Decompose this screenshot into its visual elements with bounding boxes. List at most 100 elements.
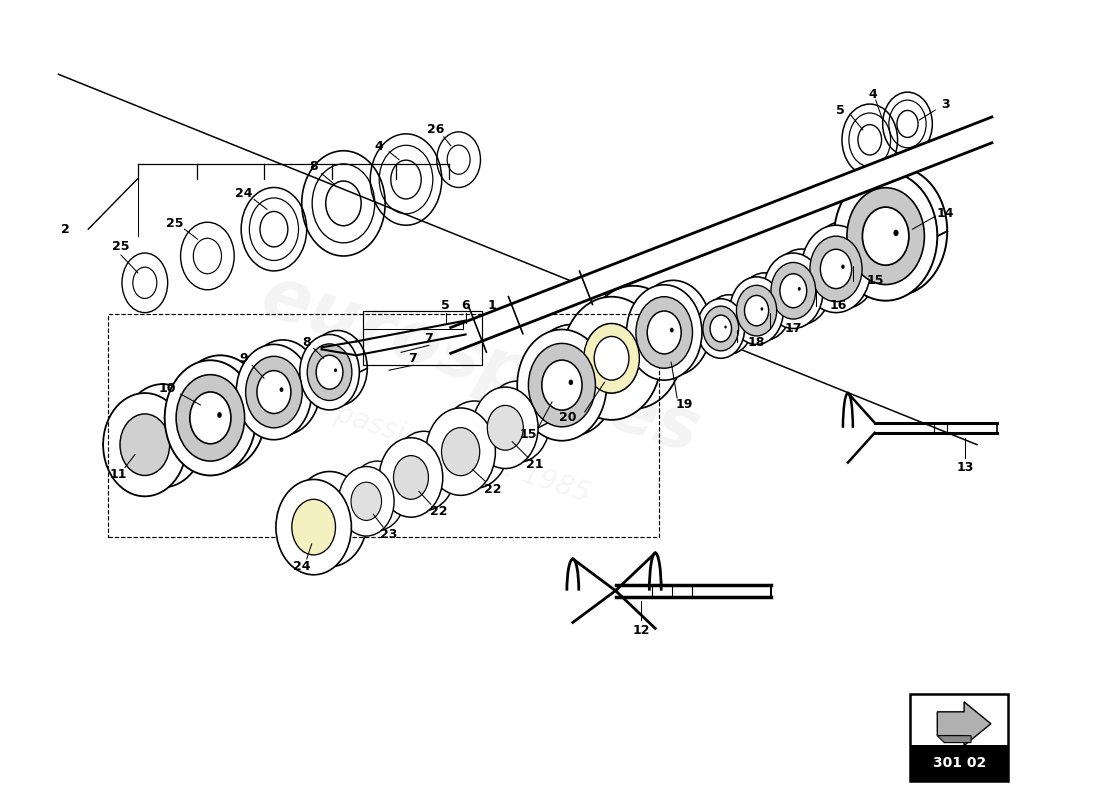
Ellipse shape: [542, 360, 582, 410]
Ellipse shape: [810, 222, 879, 309]
Text: 8: 8: [309, 160, 318, 173]
Ellipse shape: [308, 330, 367, 406]
Text: 3: 3: [940, 98, 949, 110]
Ellipse shape: [647, 311, 681, 354]
Ellipse shape: [711, 315, 732, 342]
Text: 15: 15: [867, 274, 884, 287]
Ellipse shape: [440, 401, 509, 488]
Bar: [363, 310, 483, 366]
Ellipse shape: [236, 344, 311, 440]
Ellipse shape: [350, 461, 405, 530]
Ellipse shape: [527, 325, 616, 436]
Text: 5: 5: [836, 103, 845, 117]
Text: 4: 4: [375, 140, 384, 154]
Ellipse shape: [771, 262, 815, 319]
Text: 7: 7: [408, 352, 417, 365]
Text: 20: 20: [559, 411, 576, 424]
Ellipse shape: [834, 171, 937, 301]
Text: 4: 4: [868, 88, 877, 101]
Text: 24: 24: [235, 187, 253, 200]
Ellipse shape: [406, 449, 441, 493]
Ellipse shape: [562, 297, 661, 420]
Ellipse shape: [670, 328, 673, 333]
Ellipse shape: [636, 297, 693, 368]
Ellipse shape: [121, 384, 205, 487]
Ellipse shape: [165, 360, 256, 475]
Ellipse shape: [176, 374, 244, 461]
Polygon shape: [937, 736, 971, 742]
Ellipse shape: [455, 421, 494, 469]
Ellipse shape: [308, 491, 351, 547]
Ellipse shape: [810, 236, 862, 302]
Text: 2: 2: [60, 222, 69, 236]
Ellipse shape: [627, 285, 702, 380]
Text: 6: 6: [461, 299, 470, 312]
Ellipse shape: [292, 499, 336, 555]
Ellipse shape: [798, 287, 801, 290]
Ellipse shape: [279, 387, 284, 392]
Text: 22: 22: [430, 505, 448, 518]
Ellipse shape: [771, 249, 830, 325]
Ellipse shape: [893, 230, 899, 236]
Ellipse shape: [584, 323, 639, 393]
Text: 17: 17: [784, 322, 802, 335]
Text: 14: 14: [936, 207, 954, 220]
Text: a passion since 1985: a passion since 1985: [307, 391, 594, 508]
Ellipse shape: [801, 226, 871, 313]
Ellipse shape: [103, 393, 187, 496]
Bar: [108, 314, 659, 537]
Text: 8: 8: [302, 336, 311, 349]
Text: 13: 13: [956, 461, 974, 474]
Ellipse shape: [703, 306, 739, 351]
Ellipse shape: [745, 295, 769, 326]
Ellipse shape: [736, 286, 777, 336]
Ellipse shape: [763, 253, 823, 329]
Ellipse shape: [484, 381, 550, 462]
Ellipse shape: [379, 438, 442, 517]
Ellipse shape: [394, 456, 428, 499]
Text: 1: 1: [488, 299, 497, 312]
Text: 18: 18: [748, 336, 766, 349]
Ellipse shape: [862, 207, 909, 265]
Ellipse shape: [473, 387, 538, 469]
Text: 19: 19: [675, 398, 693, 411]
Ellipse shape: [392, 431, 455, 510]
Ellipse shape: [316, 355, 343, 389]
Text: 22: 22: [484, 483, 502, 496]
Polygon shape: [937, 702, 991, 746]
Ellipse shape: [528, 343, 595, 427]
Ellipse shape: [725, 326, 727, 329]
Ellipse shape: [245, 356, 302, 428]
Ellipse shape: [584, 286, 683, 409]
Ellipse shape: [351, 482, 382, 521]
Ellipse shape: [257, 370, 290, 414]
Text: eurospares: eurospares: [253, 262, 708, 469]
Ellipse shape: [276, 479, 351, 574]
Text: 24: 24: [293, 560, 310, 574]
Ellipse shape: [705, 294, 752, 354]
Ellipse shape: [190, 392, 231, 444]
Ellipse shape: [760, 307, 763, 310]
Ellipse shape: [362, 477, 393, 515]
Ellipse shape: [517, 330, 606, 441]
Ellipse shape: [175, 355, 266, 470]
Ellipse shape: [584, 323, 639, 393]
Text: 7: 7: [425, 332, 433, 345]
Text: 301 02: 301 02: [933, 756, 986, 770]
Ellipse shape: [844, 166, 947, 296]
Ellipse shape: [339, 466, 394, 536]
Text: 26: 26: [427, 123, 444, 136]
Ellipse shape: [594, 337, 629, 380]
Ellipse shape: [729, 277, 783, 344]
Ellipse shape: [842, 265, 845, 269]
Ellipse shape: [292, 471, 367, 567]
Text: 9: 9: [240, 352, 249, 365]
Text: 15: 15: [519, 428, 537, 442]
Text: 10: 10: [158, 382, 176, 394]
Text: 16: 16: [829, 299, 847, 312]
Bar: [911, 694, 1008, 782]
Ellipse shape: [441, 428, 480, 476]
Text: 25: 25: [166, 217, 184, 230]
Text: 5: 5: [441, 299, 450, 312]
Ellipse shape: [299, 334, 360, 410]
